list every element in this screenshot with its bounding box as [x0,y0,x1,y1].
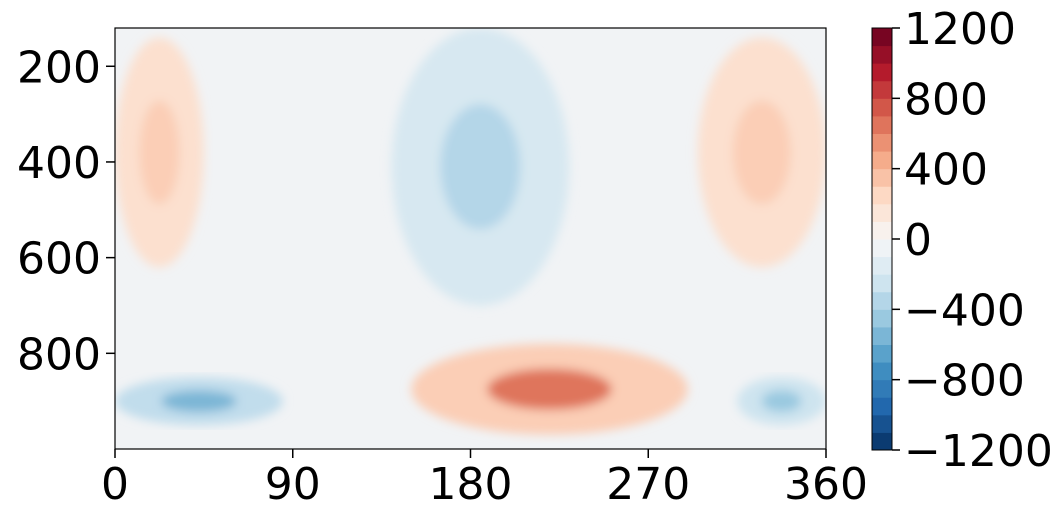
colorbar-band [872,379,892,398]
colorbar-band [872,309,892,328]
contour-fill [115,28,826,435]
y-tick-label: 800 [17,329,101,380]
colorbar-tick-label: 1200 [904,4,1016,55]
negative-region-3 [391,28,570,306]
colorbar-band [872,168,892,187]
x-axis: 0 90 180 270 360 [101,449,868,510]
negative-region-6 [737,377,826,426]
colorbar-band [872,133,892,152]
y-tick-label: 400 [17,138,101,189]
positive-region-2 [697,37,826,268]
colorbar-tick-label: 0 [904,215,932,266]
colorbar-band [872,414,892,433]
colorbar-band [872,63,892,82]
colorbar-band [872,186,892,205]
colorbar: 1200 800 400 0 −400 −800 −1200 [871,4,1053,477]
colorbar-band [872,397,892,416]
plot-area [114,27,827,450]
colorbar-gradient [872,28,892,451]
x-tick-label: 180 [429,459,513,510]
colorbar-band [872,274,892,293]
y-axis: 200 400 600 800 [17,42,115,380]
colorbar-band [872,221,892,240]
colorbar-band [872,291,892,310]
colorbar-band [872,28,892,47]
colorbar-band [872,45,892,64]
positive-region-core [139,100,180,205]
x-tick-label: 360 [784,459,868,510]
y-tick-label: 600 [17,234,101,285]
colorbar-band [872,432,892,451]
colorbar-tick-label: 800 [904,74,988,125]
colorbar-band [872,256,892,275]
negative-region-core [161,390,237,412]
colorbar-band [872,151,892,170]
colorbar-tick-label: −800 [904,356,1025,407]
colorbar-tick-label: −400 [904,285,1025,336]
positive-region-core [732,100,791,205]
colorbar-tick-label: −1200 [904,426,1053,477]
x-tick-label: 90 [265,459,321,510]
colorbar-band [872,362,892,381]
colorbar-band [872,80,892,99]
colorbar-band [872,239,892,258]
positive-region-core [487,368,612,410]
negative-region-5 [115,377,283,426]
positive-region-1 [115,37,204,268]
x-tick-label: 0 [101,459,129,510]
colorbar-band [872,203,892,222]
colorbar-band [872,344,892,363]
colorbar-band [872,98,892,117]
positive-region-4 [411,343,688,435]
x-tick-label: 270 [606,459,690,510]
colorbar-axis: 1200 800 400 0 −400 −800 −1200 [892,4,1053,477]
colorbar-band [872,326,892,345]
colorbar-tick-label: 400 [904,145,988,196]
negative-region-core [761,390,802,412]
negative-region-core [440,104,521,230]
y-tick-label: 200 [17,42,101,93]
colorbar-band [872,115,892,134]
